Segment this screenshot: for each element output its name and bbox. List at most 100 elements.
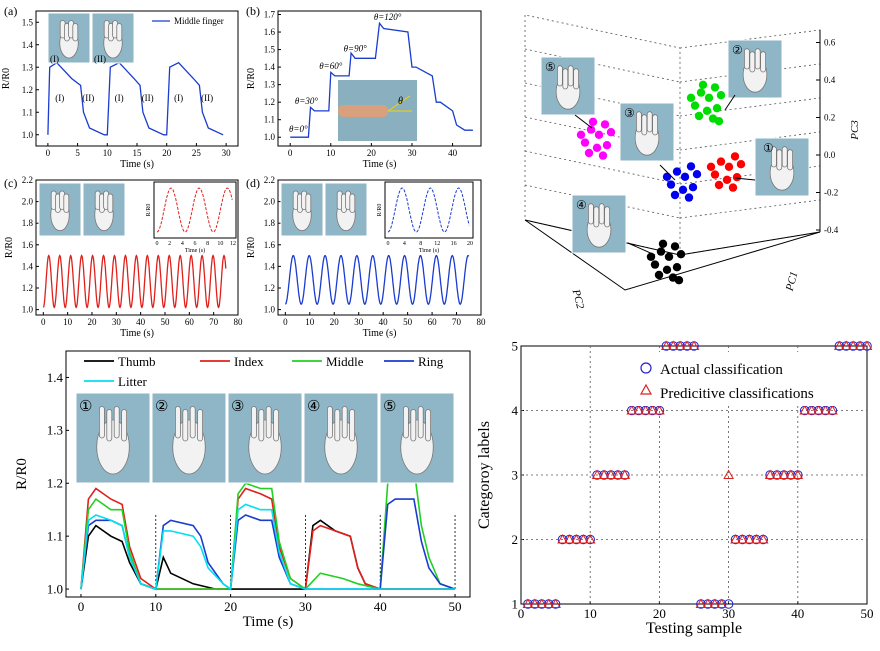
scatter-point-group-5 [592,143,602,152]
finger-shape [116,23,123,42]
x-tick-label: 25 [192,148,202,158]
predicted-point [522,598,534,608]
y-axis-label: R/R0 [14,458,30,490]
inset-chart: 0 4 8 12 16 20 Time (s) R/R0 [377,181,474,254]
finger-shape [121,409,127,442]
x-tick-label: 10 [326,148,336,158]
y-tick-label: 1.1 [47,528,63,543]
scatter-point-group-1 [722,175,732,184]
x-tick-label: 0 [288,148,293,158]
chart-a: 0 5 10 15 20 25 30 1.0 1.1 1.2 1.3 1.4 1.5 Time (s) R/… [1,10,239,170]
glove-shape [324,419,358,475]
x-axis-label: Time (s) [363,159,397,170]
gesture-photo-2 [727,39,783,99]
phase-annotation: (I) [115,93,124,103]
y-axis-label: PC2 [569,287,586,310]
x-tick-label: 60 [185,317,195,327]
series-line-periodic [42,254,227,309]
series-line-middle [80,466,456,591]
y-tick-label: 1 [512,596,519,611]
gesture-number: ③ [624,106,635,120]
predicted-point [591,469,603,479]
finger-shape [776,149,783,171]
scatter-point-group-2 [702,106,712,116]
legend-bg [628,352,860,406]
scatter-point-group-2 [716,91,726,100]
inset-tick-label: 12 [230,241,236,247]
scatter-point-group-3 [680,172,690,181]
finger-shape [562,68,569,90]
finger-shape [588,203,594,225]
grid-line [679,131,821,151]
finger-shape [573,68,579,90]
scatter-point-group-2 [694,111,704,121]
series-line-middle-finger [47,61,224,136]
scatter-point-group-5 [588,117,598,127]
chart-d: 0 10 20 30 40 50 60 70 801.01.21.41.61.82.02.2Ti… [246,175,486,339]
y-tick-label: 1.5 [22,17,34,27]
gesture-number: ⑤ [383,399,396,415]
pointer-arrow [627,242,656,256]
glove-shape [96,419,130,475]
legend-label: Middle [326,354,364,369]
scatter-point-group-3 [672,167,682,176]
y-tick-label: 1.0 [22,305,34,315]
predicted-point [827,404,838,415]
x-tick-label: 20 [87,317,97,327]
y-axis-label: R/R0 [4,237,15,258]
finger-shape [72,23,79,42]
predicted-point [626,404,638,415]
predicted-point [854,340,866,350]
y-tick-label: 1.6 [22,240,34,250]
scatter-point-group-1 [728,183,738,192]
predicted-point [674,340,686,350]
y-tick-label: 1.4 [264,62,276,72]
inset-tick-label: 12 [434,241,440,247]
gesture-number: ② [155,399,168,415]
legend-swatch-actual [640,362,652,374]
side-wall [679,29,821,256]
predicted-point [771,469,783,479]
x-tick-label: 0 [283,317,288,327]
plot-frame [65,350,471,598]
finger-shape [349,409,356,442]
predicted-point [577,533,589,544]
finger-shape [174,406,181,439]
scatter-point-group-1 [736,160,746,169]
back-wall [524,14,681,256]
finger-shape [334,409,341,442]
finger-shape [744,48,750,70]
z-tick-label: 0.6 [824,38,836,48]
inset-y-label: R/R0 [377,204,383,217]
predicted-point [640,404,651,415]
inset-tick-label: 8 [419,241,422,247]
finger-shape [593,206,600,228]
predicted-point [806,404,817,415]
panel-label: (c) [4,176,17,190]
y-tick-label: 1.3 [264,80,276,90]
y-tick-label: 1.1 [22,107,33,117]
gesture-photo-5 [379,392,455,484]
y-tick-label: 2 [512,532,519,547]
x-tick-label: 10 [63,317,73,327]
y-tick-label: 4 [512,403,519,418]
y-tick-label: 1.4 [22,261,34,271]
scatter-point-group-4 [654,270,664,280]
finger-shape [113,406,120,439]
scatter-point-group-1 [706,162,716,171]
scatter-point-group-3 [688,183,698,192]
predicted-point [778,469,790,479]
angle-symbol: θ [398,96,403,107]
finger-shape [326,406,333,439]
y-tick-label: 1.8 [22,218,34,228]
predicted-point [702,598,714,608]
y-tick-label: 1.6 [264,240,276,250]
predicted-point [543,598,555,608]
y-tick-label: 1.3 [47,423,63,438]
chart-c: 0 10 20 30 40 50 60 70 801.01.21.41.61.82.02.2Ti… [4,175,243,339]
x-tick-label: 70 [452,317,462,327]
plot-frame [277,179,482,316]
x-tick-label: 20 [653,606,666,621]
predicted-point [550,598,561,608]
scatter-point-group-1 [710,170,720,179]
